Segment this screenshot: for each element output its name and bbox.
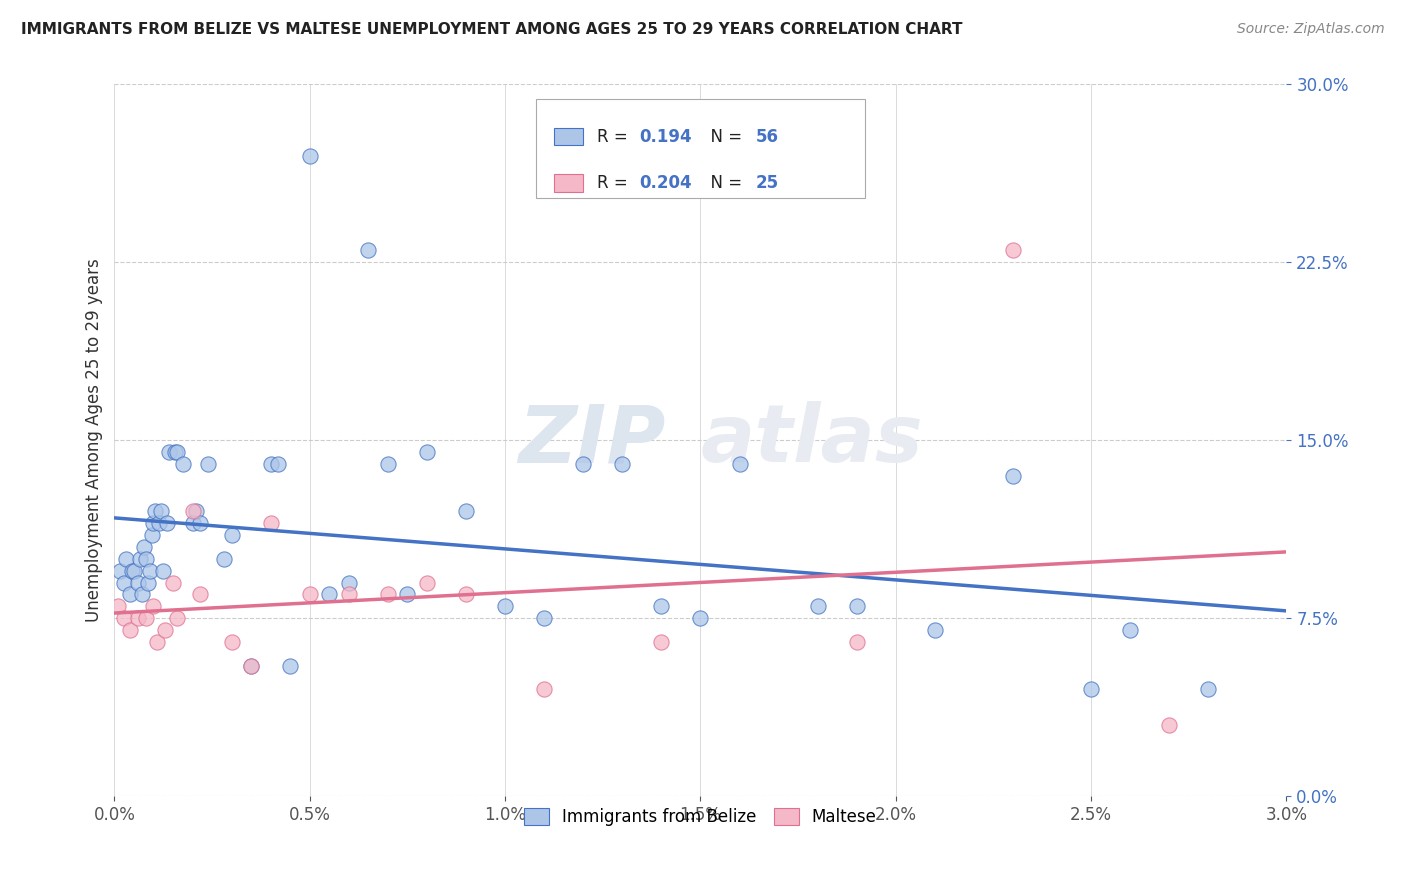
Text: R =: R = [598, 174, 633, 193]
Legend: Immigrants from Belize, Maltese: Immigrants from Belize, Maltese [516, 799, 884, 834]
Point [138, 564, 160, 578]
Point [141, 528, 163, 542]
Point [416, 575, 439, 590]
Point [166, 611, 188, 625]
Point [112, 575, 135, 590]
Point [1001, 244, 1024, 258]
Point [533, 611, 555, 625]
Point [107, 599, 129, 614]
Point [166, 445, 188, 459]
Point [163, 445, 186, 459]
Text: 25: 25 [755, 174, 779, 193]
FancyBboxPatch shape [554, 175, 583, 193]
Point [650, 635, 672, 649]
Point [181, 504, 204, 518]
Point [260, 516, 283, 531]
Point [1119, 623, 1142, 637]
Point [150, 504, 173, 518]
Point [612, 457, 634, 471]
Point [377, 587, 399, 601]
Point [142, 599, 165, 614]
Point [132, 540, 155, 554]
FancyBboxPatch shape [554, 128, 583, 145]
Text: R =: R = [598, 128, 633, 145]
Point [118, 623, 141, 637]
Text: N =: N = [700, 174, 748, 193]
Point [156, 516, 179, 531]
Point [172, 457, 194, 471]
Point [112, 611, 135, 625]
Point [148, 516, 170, 531]
Point [1159, 718, 1181, 732]
Point [494, 599, 516, 614]
Point [396, 587, 419, 601]
Point [142, 516, 165, 531]
Point [136, 575, 159, 590]
Point [135, 552, 157, 566]
Point [131, 587, 153, 601]
Point [357, 244, 380, 258]
Point [240, 658, 263, 673]
Point [807, 599, 830, 614]
Point [146, 635, 169, 649]
Text: N =: N = [700, 128, 748, 145]
Point [212, 552, 235, 566]
Point [845, 599, 868, 614]
Point [416, 445, 439, 459]
Point [181, 516, 204, 531]
Point [1080, 682, 1102, 697]
Point [278, 658, 301, 673]
Text: atlas: atlas [700, 401, 924, 479]
Point [115, 552, 138, 566]
Point [298, 587, 321, 601]
Text: 56: 56 [755, 128, 779, 145]
Point [454, 504, 477, 518]
Text: 0.204: 0.204 [640, 174, 692, 193]
Text: ZIP: ZIP [517, 401, 665, 479]
Point [298, 148, 321, 162]
Point [337, 587, 360, 601]
Point [122, 564, 145, 578]
Point [190, 516, 212, 531]
Point [197, 457, 219, 471]
Point [377, 457, 399, 471]
Text: Source: ZipAtlas.com: Source: ZipAtlas.com [1237, 22, 1385, 37]
Point [110, 564, 132, 578]
FancyBboxPatch shape [536, 99, 865, 198]
Point [186, 504, 208, 518]
Point [135, 611, 157, 625]
Point [454, 587, 477, 601]
Y-axis label: Unemployment Among Ages 25 to 29 years: Unemployment Among Ages 25 to 29 years [86, 259, 103, 622]
Point [689, 611, 711, 625]
Point [240, 658, 263, 673]
Point [318, 587, 340, 601]
Point [650, 599, 672, 614]
Point [845, 635, 868, 649]
Point [157, 445, 180, 459]
Point [145, 504, 167, 518]
Point [162, 575, 184, 590]
Point [127, 611, 149, 625]
Point [128, 552, 150, 566]
Point [190, 587, 212, 601]
Point [118, 587, 141, 601]
Text: IMMIGRANTS FROM BELIZE VS MALTESE UNEMPLOYMENT AMONG AGES 25 TO 29 YEARS CORRELA: IMMIGRANTS FROM BELIZE VS MALTESE UNEMPL… [21, 22, 963, 37]
Point [1197, 682, 1219, 697]
Point [127, 575, 149, 590]
Point [152, 564, 174, 578]
Point [260, 457, 283, 471]
Point [1001, 468, 1024, 483]
Point [728, 457, 751, 471]
Point [121, 564, 143, 578]
Point [533, 682, 555, 697]
Point [221, 528, 243, 542]
Point [924, 623, 946, 637]
Point [221, 635, 243, 649]
Point [572, 457, 595, 471]
Point [153, 623, 176, 637]
Text: 0.194: 0.194 [640, 128, 692, 145]
Point [337, 575, 360, 590]
Point [267, 457, 290, 471]
